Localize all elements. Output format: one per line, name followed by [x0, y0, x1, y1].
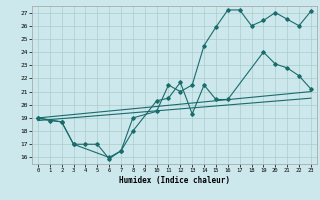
- X-axis label: Humidex (Indice chaleur): Humidex (Indice chaleur): [119, 176, 230, 185]
